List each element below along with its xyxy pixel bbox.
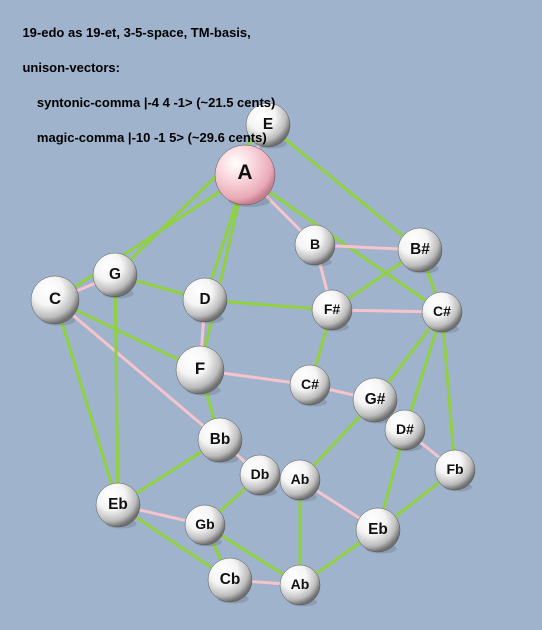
node: D# xyxy=(385,410,425,450)
node-label: Db xyxy=(251,466,270,482)
node: Ab xyxy=(280,460,320,500)
node: Gb xyxy=(185,505,225,545)
node: Ab xyxy=(280,565,320,605)
edge xyxy=(268,125,420,250)
caption-line-4: magic-comma |-10 -1 5> (~29.6 cents) xyxy=(22,130,266,145)
node-label: C# xyxy=(433,303,451,319)
edge xyxy=(115,275,118,505)
node-label: A xyxy=(237,161,252,184)
caption-line-2: unison-vectors: xyxy=(22,60,120,75)
node-label: C xyxy=(49,289,61,308)
node-label: Eb xyxy=(108,496,128,513)
node-label: Cb xyxy=(220,571,241,588)
node: G xyxy=(93,253,137,297)
node-label: C# xyxy=(301,376,319,392)
edge xyxy=(442,312,455,470)
node: F# xyxy=(312,290,352,330)
node-label: B xyxy=(310,236,320,252)
caption-block: 19-edo as 19-et, 3-5-space, TM-basis, un… xyxy=(8,6,275,164)
node-label: D# xyxy=(396,421,414,437)
node: B# xyxy=(398,228,442,272)
node: Eb xyxy=(356,508,400,552)
node-label: G# xyxy=(365,391,386,408)
node-label: Ab xyxy=(291,576,310,592)
node: Fb xyxy=(435,450,475,490)
node-label: Bb xyxy=(210,431,231,448)
node: C# xyxy=(290,365,330,405)
node: B xyxy=(295,225,335,265)
node-label: F xyxy=(195,359,205,378)
node: G# xyxy=(353,378,397,422)
node: F xyxy=(176,346,224,394)
node-label: Fb xyxy=(446,461,463,477)
node: Cb xyxy=(208,558,252,602)
node-label: Ab xyxy=(291,471,310,487)
node-label: Eb xyxy=(368,521,388,538)
caption-line-1: 19-edo as 19-et, 3-5-space, TM-basis, xyxy=(22,25,250,40)
node: C# xyxy=(422,292,462,332)
node-label: D xyxy=(199,291,210,308)
node-label: Gb xyxy=(195,516,214,532)
node: Db xyxy=(240,455,280,495)
node: Bb xyxy=(198,418,242,462)
diagram-stage: EABB#GCDF#C#FC#G#D#BbDbAbFbEbGbEbCbAb 19… xyxy=(0,0,542,630)
node: D xyxy=(183,278,227,322)
node: Eb xyxy=(96,483,140,527)
node-label: G xyxy=(109,266,121,283)
edge xyxy=(55,300,118,505)
caption-line-3: syntonic-comma |-4 4 -1> (~21.5 cents) xyxy=(22,95,275,110)
node-label: F# xyxy=(324,301,341,317)
node-label: B# xyxy=(410,241,430,258)
node: C xyxy=(31,276,79,324)
